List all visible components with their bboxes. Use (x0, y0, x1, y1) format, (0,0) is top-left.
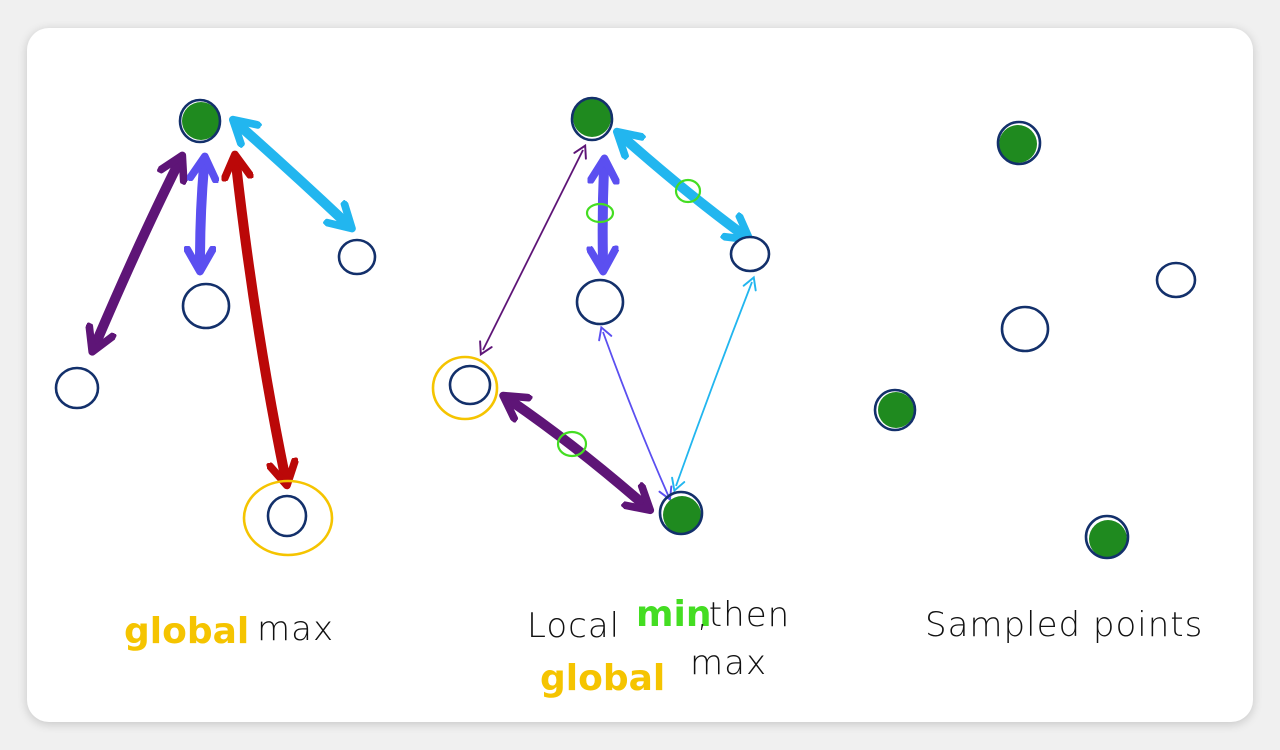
point (575, 278, 625, 326)
caption-text: ,then (697, 595, 790, 635)
local-min-ring (674, 178, 702, 204)
panel-sampled-points: Sampled points (873, 120, 1203, 645)
point-selected (1084, 514, 1130, 560)
point (181, 282, 231, 330)
arrow-red (236, 164, 285, 476)
caption-text: max (257, 609, 334, 649)
caption-text: Local (527, 606, 620, 646)
thin-arrow-purple (479, 143, 587, 357)
local-min-ring (585, 202, 615, 224)
point (729, 235, 771, 273)
panel-global-max: global max (54, 98, 377, 652)
point (1155, 261, 1197, 299)
arrow-violet (603, 168, 604, 262)
arrow-sky (624, 138, 742, 234)
thin-arrow-sky (671, 275, 757, 493)
point (337, 238, 377, 276)
caption-highlight-yellow: global (540, 658, 665, 699)
highlight-ring-yellow (242, 479, 334, 557)
arrow-purple (96, 164, 178, 343)
panel-local-min-global-max: Local min ,then global max (431, 96, 790, 699)
arrow-violet (200, 166, 204, 262)
point (1000, 305, 1050, 353)
point (54, 366, 100, 410)
arrow-purple (511, 401, 643, 504)
arrow-sky (240, 126, 345, 222)
thin-arrow-violet (598, 325, 673, 502)
point-selected (873, 388, 917, 432)
highlight-ring-yellow (431, 355, 499, 421)
caption-text: Sampled points (925, 605, 1203, 645)
point-selected (658, 490, 704, 536)
point-selected (178, 98, 222, 144)
point (448, 364, 492, 406)
caption-text: max (690, 643, 767, 683)
local-min-ring (556, 430, 588, 458)
point-selected (996, 120, 1042, 166)
caption-highlight-green: min (636, 594, 711, 635)
point-selected (570, 96, 614, 142)
point (266, 494, 308, 538)
caption-highlight: global (124, 611, 249, 652)
